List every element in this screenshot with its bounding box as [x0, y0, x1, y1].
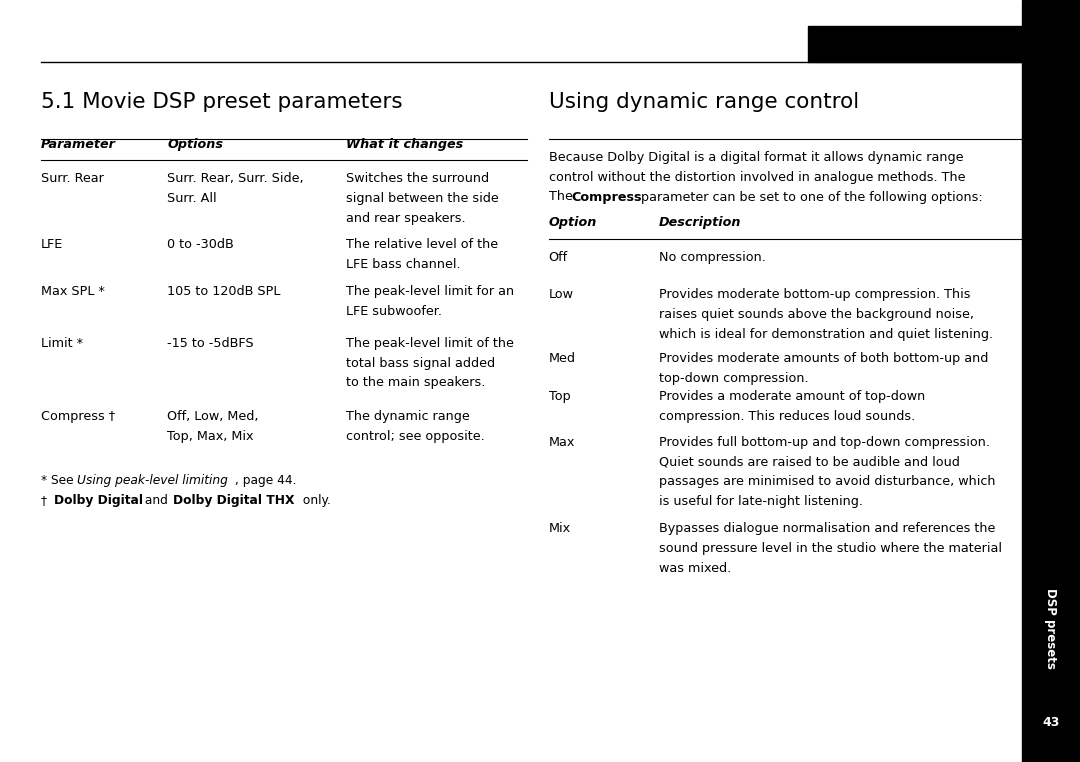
Text: Because Dolby Digital is a digital format it allows dynamic range: Because Dolby Digital is a digital forma… [549, 151, 963, 164]
Text: is useful for late-night listening.: is useful for late-night listening. [659, 495, 863, 508]
Text: Provides a moderate amount of top-down: Provides a moderate amount of top-down [659, 390, 926, 403]
Text: Top: Top [549, 390, 570, 403]
Text: which is ideal for demonstration and quiet listening.: which is ideal for demonstration and qui… [659, 328, 993, 341]
Text: * See: * See [41, 474, 78, 487]
Text: and rear speakers.: and rear speakers. [346, 212, 465, 225]
Text: Provides moderate amounts of both bottom-up and: Provides moderate amounts of both bottom… [659, 352, 988, 365]
Text: parameter can be set to one of the following options:: parameter can be set to one of the follo… [637, 190, 983, 203]
Text: Using dynamic range control: Using dynamic range control [549, 92, 859, 112]
Text: Off, Low, Med,: Off, Low, Med, [167, 410, 259, 423]
Text: The relative level of the: The relative level of the [346, 238, 498, 251]
Text: Top, Max, Mix: Top, Max, Mix [167, 430, 254, 443]
Bar [808, 26, 1022, 62]
Text: and: and [141, 494, 172, 507]
Text: Limit *: Limit * [41, 337, 83, 350]
Text: Compress: Compress [571, 190, 642, 203]
Text: Parameter: Parameter [41, 138, 116, 151]
Bar [1022, 0, 1080, 762]
Text: Dolby Digital THX: Dolby Digital THX [173, 494, 294, 507]
Text: The peak-level limit for an: The peak-level limit for an [346, 285, 514, 298]
Text: sound pressure level in the studio where the material: sound pressure level in the studio where… [659, 542, 1002, 555]
Text: Option: Option [549, 216, 597, 229]
Text: -15 to -5dBFS: -15 to -5dBFS [167, 337, 254, 350]
Text: control; see opposite.: control; see opposite. [346, 430, 484, 443]
Text: No compression.: No compression. [659, 251, 766, 264]
Text: Switches the surround: Switches the surround [346, 172, 489, 185]
Text: LFE: LFE [41, 238, 64, 251]
Text: Options: Options [167, 138, 224, 151]
Text: Quiet sounds are raised to be audible and loud: Quiet sounds are raised to be audible an… [659, 456, 960, 469]
Text: total bass signal added: total bass signal added [346, 357, 495, 370]
Text: Provides full bottom-up and top-down compression.: Provides full bottom-up and top-down com… [659, 436, 989, 449]
Text: Surr. All: Surr. All [167, 192, 217, 205]
Text: to the main speakers.: to the main speakers. [346, 376, 485, 389]
Text: Bypasses dialogue normalisation and references the: Bypasses dialogue normalisation and refe… [659, 522, 995, 535]
Text: Mix: Mix [549, 522, 570, 535]
Text: was mixed.: was mixed. [659, 562, 731, 575]
Text: †: † [41, 494, 51, 507]
Text: 0 to -30dB: 0 to -30dB [167, 238, 234, 251]
Text: LFE subwoofer.: LFE subwoofer. [346, 305, 442, 318]
Text: Low: Low [549, 288, 573, 301]
Text: 5.1 Movie DSP preset parameters: 5.1 Movie DSP preset parameters [41, 92, 403, 112]
Text: passages are minimised to avoid disturbance, which: passages are minimised to avoid disturba… [659, 475, 996, 488]
Text: 105 to 120dB SPL: 105 to 120dB SPL [167, 285, 281, 298]
Text: The peak-level limit of the: The peak-level limit of the [346, 337, 513, 350]
Text: 43: 43 [1042, 716, 1059, 729]
Text: top-down compression.: top-down compression. [659, 372, 809, 385]
Text: Dolby Digital: Dolby Digital [54, 494, 143, 507]
Text: DSP presets: DSP presets [1044, 588, 1057, 669]
Text: Provides moderate bottom-up compression. This: Provides moderate bottom-up compression.… [659, 288, 970, 301]
Text: Max: Max [549, 436, 575, 449]
Text: Compress †: Compress † [41, 410, 116, 423]
Text: Description: Description [659, 216, 741, 229]
Text: compression. This reduces loud sounds.: compression. This reduces loud sounds. [659, 410, 915, 423]
Text: Off: Off [549, 251, 568, 264]
Text: What it changes: What it changes [346, 138, 463, 151]
Text: The dynamic range: The dynamic range [346, 410, 470, 423]
Text: raises quiet sounds above the background noise,: raises quiet sounds above the background… [659, 308, 974, 321]
Text: The: The [549, 190, 577, 203]
Text: Using peak-level limiting: Using peak-level limiting [77, 474, 228, 487]
Text: Surr. Rear: Surr. Rear [41, 172, 104, 185]
Text: , page 44.: , page 44. [235, 474, 297, 487]
Text: Max SPL *: Max SPL * [41, 285, 105, 298]
Text: only.: only. [299, 494, 332, 507]
Text: control without the distortion involved in analogue methods. The: control without the distortion involved … [549, 171, 966, 184]
Text: Med: Med [549, 352, 576, 365]
Text: signal between the side: signal between the side [346, 192, 498, 205]
Text: LFE bass channel.: LFE bass channel. [346, 258, 460, 271]
Text: Surr. Rear, Surr. Side,: Surr. Rear, Surr. Side, [167, 172, 305, 185]
